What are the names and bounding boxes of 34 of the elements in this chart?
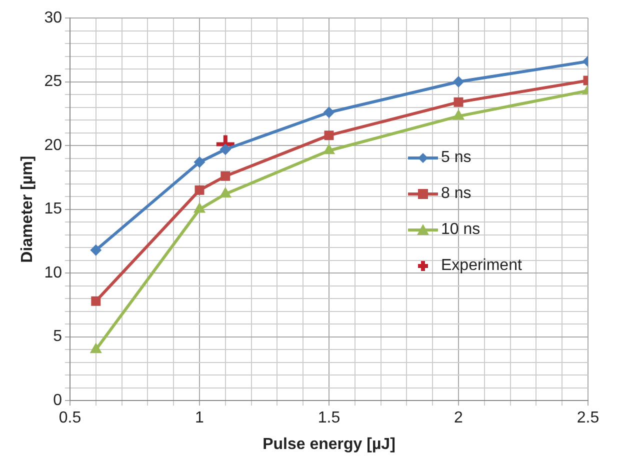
point <box>90 343 102 354</box>
point <box>453 76 464 88</box>
x-tick-label: 2 <box>454 410 464 427</box>
point <box>324 106 334 118</box>
y-tick-label: 30 <box>44 9 62 26</box>
x-tick-label: 1.5 <box>318 410 340 427</box>
point <box>90 244 102 256</box>
point <box>214 133 236 156</box>
point <box>194 156 205 168</box>
y-tick-label: 5 <box>53 328 62 346</box>
x-tick-label: 2.5 <box>576 410 600 427</box>
legend-label: 10 ns <box>441 221 480 240</box>
point <box>194 185 204 195</box>
point <box>194 202 206 213</box>
point <box>220 171 230 181</box>
y-tick-label: 20 <box>44 136 62 154</box>
y-tick-label: 0 <box>53 392 62 410</box>
legend-label: 8 ns <box>441 185 472 204</box>
point <box>452 110 464 120</box>
x-tick-label: 0.5 <box>58 410 82 427</box>
point <box>454 97 464 107</box>
point <box>91 296 101 306</box>
y-tick-label: 10 <box>44 264 62 282</box>
legend-label: Experiment <box>441 257 522 276</box>
point <box>323 144 335 154</box>
y-axis-title: Diameter [µm] <box>19 156 36 263</box>
y-tick-label: 15 <box>44 200 62 218</box>
legend-label: 5 ns <box>441 149 472 168</box>
y-tick-label: 25 <box>44 73 62 90</box>
point <box>220 144 231 155</box>
point <box>220 187 232 198</box>
x-axis-title: Pulse energy [µJ] <box>262 436 396 453</box>
x-tick-label: 1 <box>195 410 204 427</box>
point <box>324 130 334 140</box>
